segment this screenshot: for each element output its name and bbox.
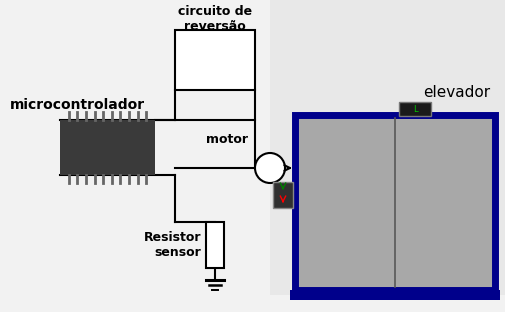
- Text: circuito de
reversão: circuito de reversão: [178, 5, 251, 33]
- Text: microcontrolador: microcontrolador: [10, 98, 145, 112]
- Circle shape: [255, 153, 284, 183]
- Bar: [398, 102, 430, 116]
- Text: L: L: [412, 105, 417, 114]
- Bar: [270, 0, 505, 295]
- Text: motor: motor: [206, 133, 247, 146]
- Text: Resistor
sensor: Resistor sensor: [143, 231, 200, 259]
- Bar: [175, 30, 255, 90]
- Bar: [289, 290, 499, 300]
- Bar: [60, 120, 155, 175]
- Bar: [294, 115, 494, 290]
- Bar: [273, 182, 292, 208]
- Text: elevador: elevador: [422, 85, 489, 100]
- Bar: [206, 222, 224, 268]
